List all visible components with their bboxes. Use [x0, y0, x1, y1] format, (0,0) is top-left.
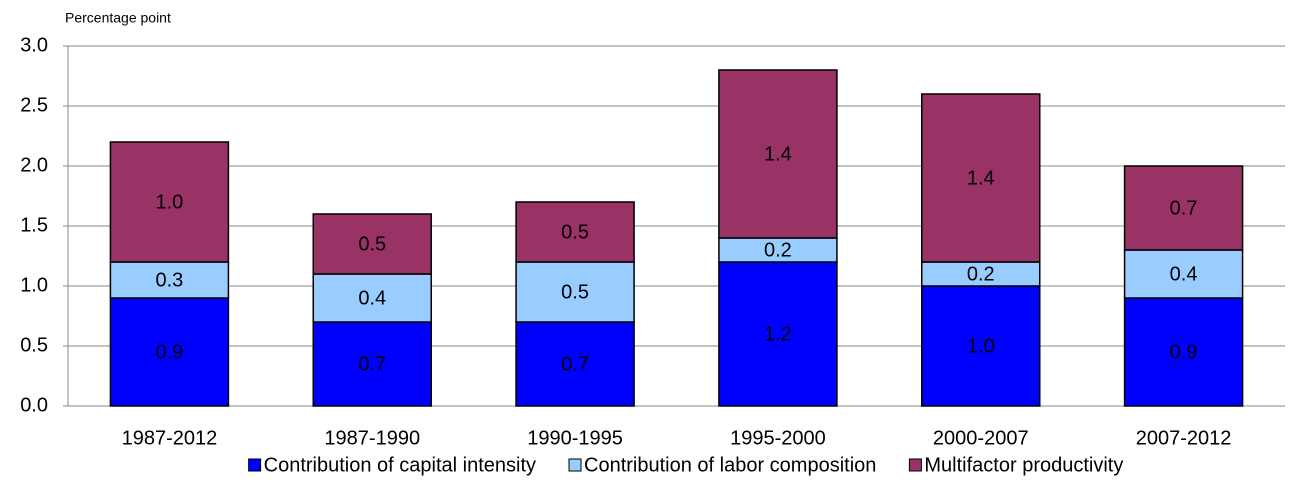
value-label: 0.5 — [561, 221, 589, 243]
legend-label: Contribution of capital intensity — [264, 454, 536, 476]
value-label: 0.5 — [358, 233, 386, 255]
bar-segment — [312, 321, 432, 407]
value-label: 0.2 — [764, 239, 792, 261]
legend-swatch — [248, 458, 262, 472]
bar-segment — [921, 261, 1041, 287]
y-tick-label: 2.5 — [20, 94, 48, 116]
bar-segment — [921, 93, 1041, 263]
value-label: 0.5 — [561, 281, 589, 303]
y-tick-label: 3.0 — [20, 34, 48, 56]
value-label: 0.4 — [1170, 263, 1198, 285]
value-label: 1.0 — [967, 335, 995, 357]
y-tick-label: 0.5 — [20, 334, 48, 356]
value-label: 0.4 — [358, 287, 386, 309]
value-label: 1.4 — [764, 143, 792, 165]
bar-segment — [515, 261, 635, 323]
x-tick-label: 1987-1990 — [324, 427, 420, 449]
value-label: 1.4 — [967, 167, 995, 189]
value-label: 1.2 — [764, 323, 792, 345]
legend-swatch — [908, 458, 922, 472]
x-tick-label: 1995-2000 — [730, 427, 826, 449]
value-label: 0.7 — [1170, 197, 1198, 219]
value-label: 0.9 — [1170, 341, 1198, 363]
y-tick-label: 2.0 — [20, 154, 48, 176]
x-tick-label: 2007-2012 — [1136, 427, 1232, 449]
x-tick-label: 2000-2007 — [933, 427, 1029, 449]
bar-segment — [1123, 297, 1244, 407]
legend-label: Multifactor productivity — [924, 454, 1123, 476]
bar-segment — [109, 297, 230, 407]
bar-segment — [109, 141, 230, 263]
bar-segment — [515, 201, 635, 263]
bar-segment — [312, 273, 432, 323]
x-tick-label: 1987-2012 — [122, 427, 218, 449]
legend-label: Contribution of labor composition — [584, 454, 876, 476]
y-tick-label: 0.0 — [20, 394, 48, 416]
value-label: 0.2 — [967, 263, 995, 285]
y-axis-label: Percentage point — [65, 10, 171, 26]
bar-segment — [718, 69, 838, 239]
bar-segment — [718, 237, 838, 263]
bar-segment — [1123, 165, 1244, 251]
bar-segment — [1123, 249, 1244, 299]
y-tick-label: 1.0 — [20, 274, 48, 296]
value-label: 1.0 — [156, 191, 184, 213]
legend-swatch — [568, 458, 582, 472]
value-label: 0.9 — [156, 341, 184, 363]
x-tick-label: 1990-1995 — [527, 427, 623, 449]
value-label: 0.7 — [561, 353, 589, 375]
y-tick-label: 1.5 — [20, 214, 48, 236]
value-label: 0.3 — [156, 269, 184, 291]
value-label: 0.7 — [358, 353, 386, 375]
bar-segment — [312, 213, 432, 275]
bar-segment — [718, 261, 838, 407]
bar-segment — [921, 285, 1041, 407]
